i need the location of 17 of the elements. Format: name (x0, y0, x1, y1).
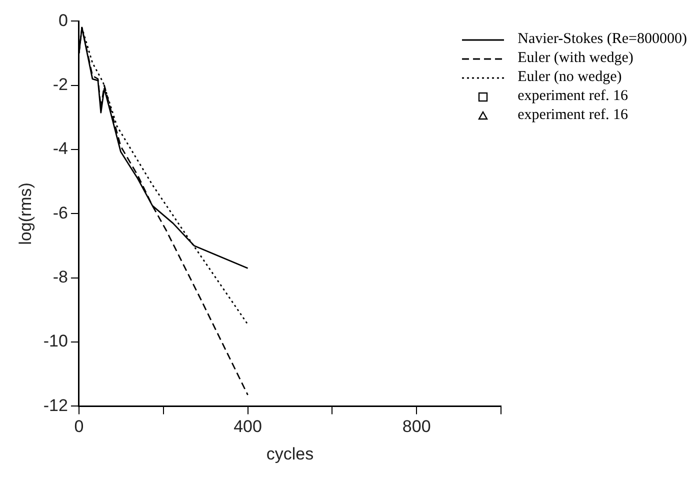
y-tick-label: -10 (43, 332, 68, 351)
legend-label: Navier-Stokes (Re=800000) (518, 30, 687, 49)
legend-label: Euler (no wedge) (518, 68, 622, 87)
legend-label: experiment ref. 16 (518, 106, 628, 125)
x-axis-title: cycles (266, 444, 314, 464)
y-tick-label: -6 (52, 203, 68, 222)
legend-label: experiment ref. 16 (518, 87, 628, 106)
y-tick-label: 0 (58, 10, 68, 30)
y-tick-label: -8 (52, 268, 68, 287)
x-tick-label: 800 (402, 417, 431, 436)
x-tick-label: 400 (234, 417, 262, 436)
x-tick-label: 0 (74, 417, 84, 436)
y-axis-title: log(rms) (16, 182, 35, 245)
y-tick-label: -12 (43, 396, 68, 415)
y-tick-label: -2 (52, 75, 68, 94)
legend-label: Euler (with wedge) (518, 49, 634, 68)
y-tick-label: -4 (52, 139, 68, 158)
